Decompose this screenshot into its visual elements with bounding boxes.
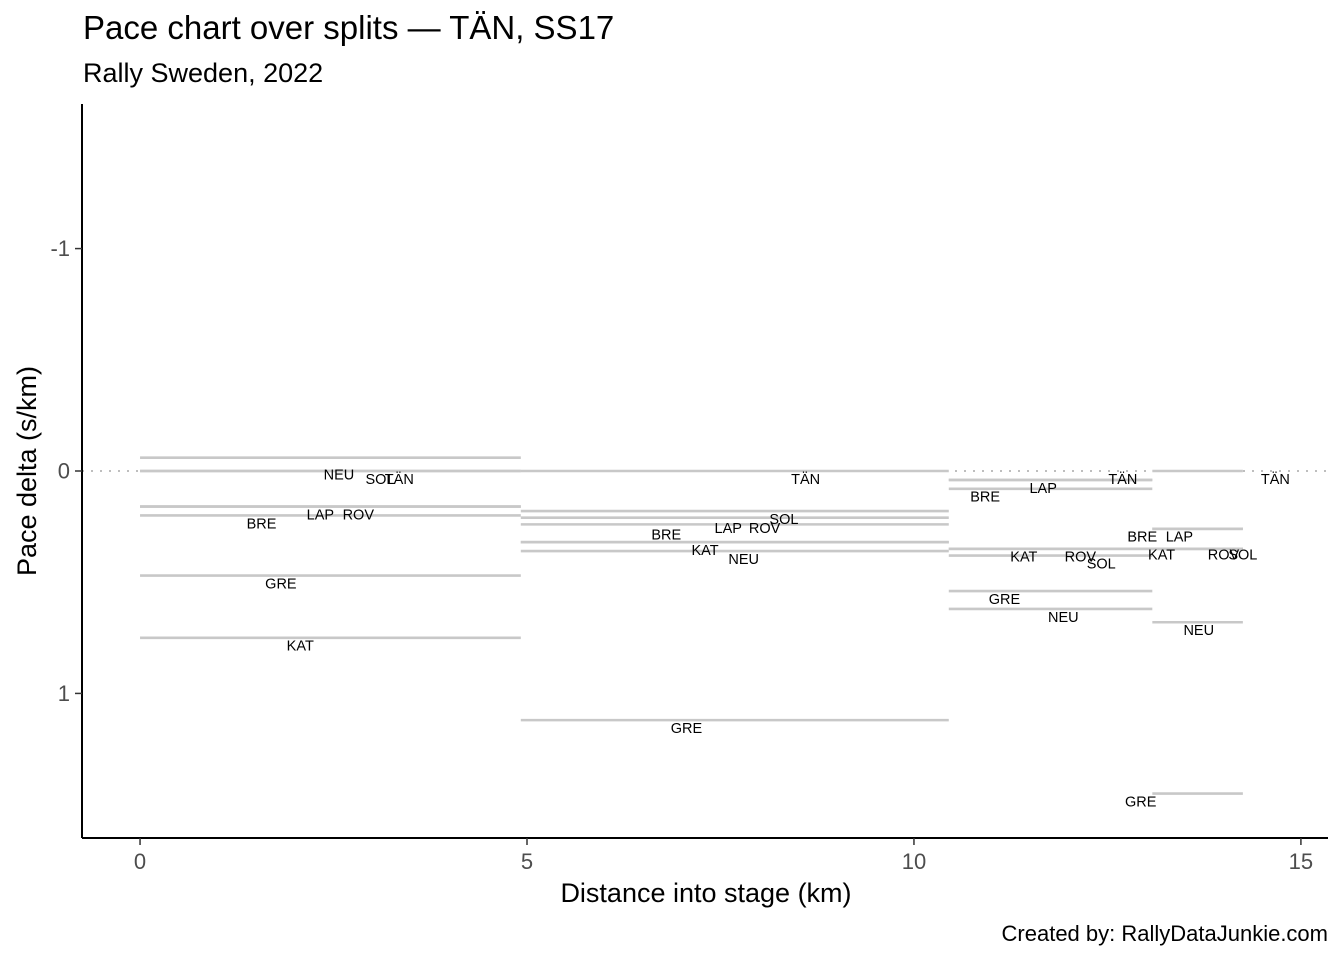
segment-label-bre: BRE <box>1127 530 1157 546</box>
segment-label-bre: BRE <box>970 490 1000 506</box>
segment-label-kat: KAT <box>287 639 314 655</box>
segment-label-bre: BRE <box>247 516 277 532</box>
x-axis-ticks: 0 5 10 15 <box>134 838 1313 874</box>
segment-label-neu: NEU <box>1048 610 1079 626</box>
segment-label-lap: LAP <box>1166 530 1193 546</box>
segment-label-lap: LAP <box>307 507 334 523</box>
segment-label-rov: ROV <box>749 521 781 537</box>
segment-label-bre: BRE <box>651 528 681 544</box>
segment-label-rov: ROV <box>1208 548 1240 564</box>
segment-label-sol: SOL <box>1228 548 1257 564</box>
segment-label-sol: SOL <box>365 472 394 488</box>
segment-label-lap: LAP <box>715 521 742 537</box>
segment-label-neu: NEU <box>728 552 759 568</box>
chart-subtitle: Rally Sweden, 2022 <box>83 58 323 88</box>
y-tick-label: 0 <box>58 459 70 484</box>
segment-label-tän: TÄN <box>791 471 820 488</box>
segment-label-neu: NEU <box>324 467 355 483</box>
x-tick-label: 10 <box>902 849 926 874</box>
segment-label-rov: ROV <box>1065 550 1097 566</box>
chart-caption: Created by: RallyDataJunkie.com <box>1002 921 1328 946</box>
segment-label-gre: GRE <box>1125 794 1157 810</box>
segment-label-tän: TÄN <box>1261 471 1290 488</box>
segment-label-lap: LAP <box>1029 481 1056 497</box>
y-tick-label: 1 <box>58 681 70 706</box>
segment-label-rov: ROV <box>343 507 375 523</box>
x-axis-title: Distance into stage (km) <box>560 878 851 908</box>
y-axis-ticks: -1 0 1 <box>50 236 82 706</box>
segment-label-gre: GRE <box>265 576 297 592</box>
segment-label-kat: KAT <box>1010 550 1037 566</box>
segment-label-sol: SOL <box>769 512 798 528</box>
segment-group <box>140 456 1243 795</box>
segment-label-kat: KAT <box>691 543 718 559</box>
segment-label-kat: KAT <box>1148 548 1175 564</box>
y-tick-label: -1 <box>50 236 70 261</box>
segment-label-gre: GRE <box>671 721 703 737</box>
x-tick-label: 0 <box>134 849 146 874</box>
chart-title: Pace chart over splits — TÄN, SS17 <box>83 9 614 46</box>
segment-label-sol: SOL <box>1087 556 1116 572</box>
x-tick-label: 5 <box>521 849 533 874</box>
segment-label-gre: GRE <box>989 592 1021 608</box>
segment-label-tän: TÄN <box>1108 471 1137 488</box>
y-axis-title: Pace delta (s/km) <box>12 366 42 576</box>
segment-label-tän: TÄN <box>385 471 414 488</box>
segment-label-neu: NEU <box>1183 623 1214 639</box>
x-tick-label: 15 <box>1289 849 1313 874</box>
